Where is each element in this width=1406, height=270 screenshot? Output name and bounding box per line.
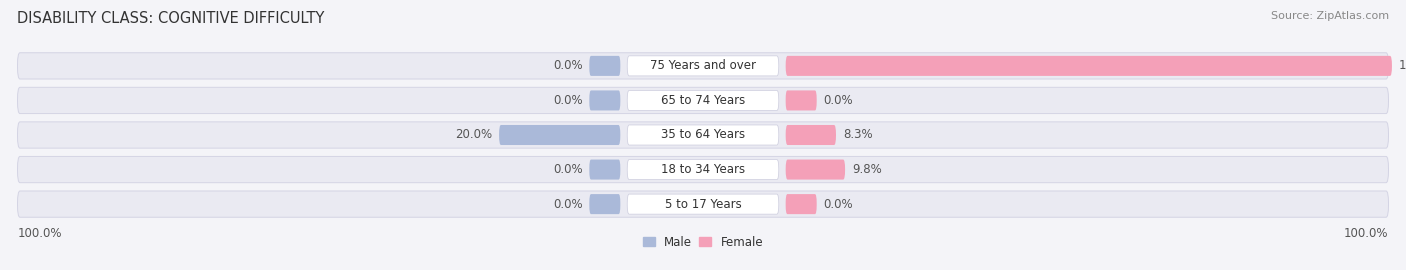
FancyBboxPatch shape xyxy=(786,90,817,110)
Text: Source: ZipAtlas.com: Source: ZipAtlas.com xyxy=(1271,11,1389,21)
Text: 0.0%: 0.0% xyxy=(824,94,853,107)
FancyBboxPatch shape xyxy=(627,160,779,180)
FancyBboxPatch shape xyxy=(17,156,1389,183)
FancyBboxPatch shape xyxy=(499,125,620,145)
FancyBboxPatch shape xyxy=(17,53,1389,79)
Text: 0.0%: 0.0% xyxy=(553,59,582,72)
Text: 18 to 34 Years: 18 to 34 Years xyxy=(661,163,745,176)
FancyBboxPatch shape xyxy=(589,90,620,110)
Text: DISABILITY CLASS: COGNITIVE DIFFICULTY: DISABILITY CLASS: COGNITIVE DIFFICULTY xyxy=(17,11,325,26)
Text: 8.3%: 8.3% xyxy=(842,129,873,141)
FancyBboxPatch shape xyxy=(627,56,779,76)
FancyBboxPatch shape xyxy=(786,56,1392,76)
FancyBboxPatch shape xyxy=(627,90,779,110)
Text: 5 to 17 Years: 5 to 17 Years xyxy=(665,198,741,211)
Legend: Male, Female: Male, Female xyxy=(638,231,768,254)
Text: 0.0%: 0.0% xyxy=(553,163,582,176)
Text: 9.8%: 9.8% xyxy=(852,163,882,176)
Text: 35 to 64 Years: 35 to 64 Years xyxy=(661,129,745,141)
FancyBboxPatch shape xyxy=(589,194,620,214)
FancyBboxPatch shape xyxy=(589,56,620,76)
Text: 100.0%: 100.0% xyxy=(17,227,62,239)
Text: 0.0%: 0.0% xyxy=(553,94,582,107)
FancyBboxPatch shape xyxy=(786,194,817,214)
FancyBboxPatch shape xyxy=(589,160,620,180)
Text: 100.0%: 100.0% xyxy=(1344,227,1389,239)
FancyBboxPatch shape xyxy=(786,160,845,180)
FancyBboxPatch shape xyxy=(17,122,1389,148)
FancyBboxPatch shape xyxy=(627,125,779,145)
Text: 65 to 74 Years: 65 to 74 Years xyxy=(661,94,745,107)
Text: 0.0%: 0.0% xyxy=(553,198,582,211)
Text: 75 Years and over: 75 Years and over xyxy=(650,59,756,72)
FancyBboxPatch shape xyxy=(17,87,1389,114)
Text: 100.0%: 100.0% xyxy=(1399,59,1406,72)
FancyBboxPatch shape xyxy=(627,194,779,214)
Text: 0.0%: 0.0% xyxy=(824,198,853,211)
Text: 20.0%: 20.0% xyxy=(456,129,492,141)
FancyBboxPatch shape xyxy=(786,125,837,145)
FancyBboxPatch shape xyxy=(17,191,1389,217)
